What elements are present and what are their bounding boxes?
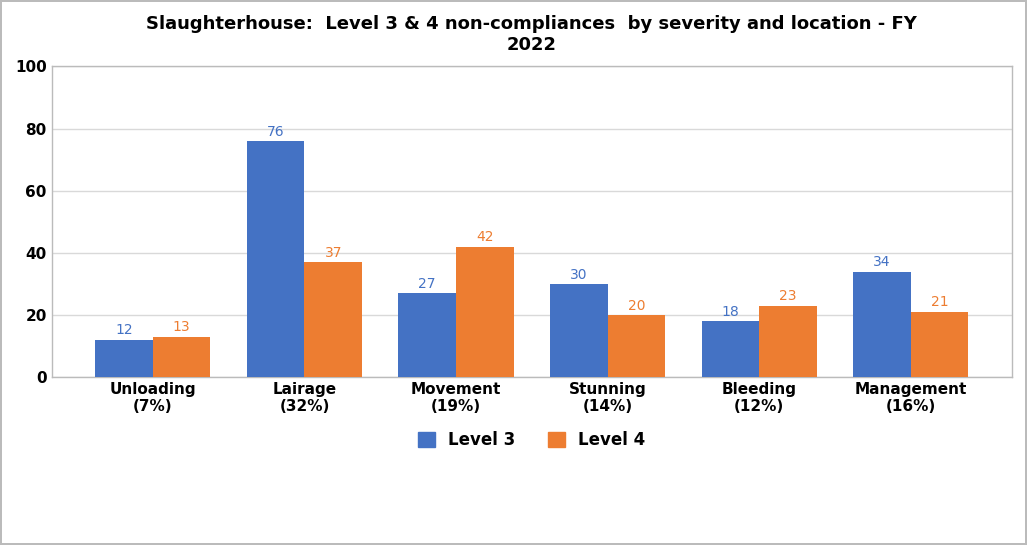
Bar (911, 312, 968, 377)
Bar (853, 271, 911, 377)
Text: 18: 18 (722, 305, 739, 319)
Bar (153, 337, 211, 377)
Title: Slaughterhouse:  Level 3 & 4 non-compliances  by severity and location - FY
2022: Slaughterhouse: Level 3 & 4 non-complian… (147, 15, 917, 54)
Text: 23: 23 (779, 289, 797, 303)
Text: 76: 76 (267, 125, 284, 138)
Text: 30: 30 (570, 268, 587, 282)
Bar (398, 293, 456, 377)
Text: 12: 12 (115, 323, 132, 337)
Text: 20: 20 (627, 299, 645, 313)
Bar (550, 284, 608, 377)
Text: 42: 42 (477, 230, 494, 244)
Bar (96, 340, 153, 377)
Text: 34: 34 (873, 255, 890, 269)
Legend: Level 3, Level 4: Level 3, Level 4 (411, 425, 652, 456)
Text: 37: 37 (325, 246, 342, 260)
Bar (759, 306, 816, 377)
Bar (608, 315, 665, 377)
Bar (246, 141, 304, 377)
Bar (304, 262, 363, 377)
Text: 13: 13 (173, 320, 190, 334)
Text: 27: 27 (418, 277, 436, 291)
Bar (701, 322, 759, 377)
Text: 21: 21 (930, 295, 948, 310)
Bar (456, 247, 514, 377)
